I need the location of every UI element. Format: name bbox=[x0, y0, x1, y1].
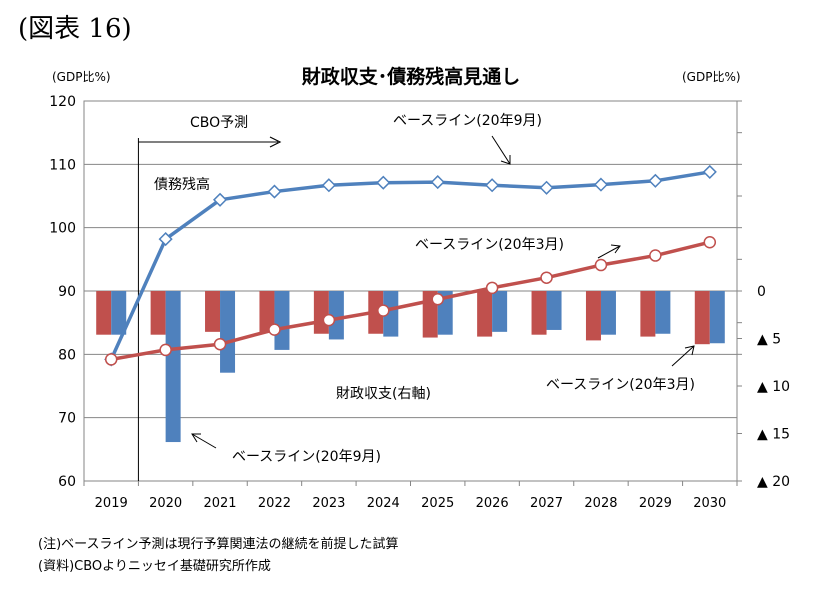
debt-marker-circle bbox=[431, 292, 444, 306]
x-tick-label: 2029 bbox=[639, 496, 672, 511]
debt-marker-circle bbox=[703, 235, 717, 249]
x-tick-label: 2021 bbox=[203, 496, 236, 511]
y-right-tick-label: ▲ 10 bbox=[757, 379, 790, 395]
y-left-tick-label: 110 bbox=[49, 157, 76, 173]
debt-marker-circle bbox=[540, 271, 553, 284]
debt-marker-circle bbox=[104, 353, 118, 366]
debt-marker-circle bbox=[485, 281, 499, 295]
debt-series-line bbox=[110, 240, 711, 362]
debt-series-line bbox=[109, 170, 711, 361]
left-axis-unit-label: (GDP比%) bbox=[52, 70, 111, 84]
balance-bar bbox=[383, 291, 399, 337]
annotation-balance: 財政収支(右軸) bbox=[336, 386, 431, 402]
y-left-tick-label: 80 bbox=[58, 347, 76, 363]
debt-marker-diamond bbox=[212, 192, 228, 207]
debt-marker-circle bbox=[159, 343, 172, 357]
annotation-arrow-head bbox=[500, 155, 511, 165]
balance-bar bbox=[585, 291, 601, 341]
x-tick-label: 2028 bbox=[584, 496, 617, 511]
chart-note: (注)ベースライン予測は現行予算関連法の継続を前提した試算 bbox=[38, 537, 399, 552]
annotation-arrow-head bbox=[684, 345, 695, 356]
annotation-arrow-head bbox=[610, 244, 621, 254]
debt-marker-diamond bbox=[648, 173, 663, 188]
balance-bar bbox=[150, 291, 166, 335]
annotation-arrow-head bbox=[191, 433, 201, 443]
y-right-tick-label: ▲ 20 bbox=[757, 474, 790, 490]
debt-marker-diamond bbox=[702, 164, 717, 179]
annotation-arrow bbox=[491, 135, 511, 165]
balance-bar bbox=[546, 291, 562, 330]
x-tick-label: 2027 bbox=[530, 496, 563, 511]
debt-marker-circle bbox=[322, 313, 336, 327]
y-left-tick-label: 120 bbox=[49, 94, 76, 110]
x-tick-label: 2026 bbox=[476, 496, 509, 511]
x-tick-label: 2020 bbox=[149, 496, 182, 511]
balance-bar bbox=[205, 291, 221, 332]
debt-marker-circle bbox=[268, 323, 281, 336]
y-left-tick-label: 60 bbox=[58, 474, 76, 490]
debt-marker-diamond bbox=[485, 178, 500, 193]
debt-marker-diamond bbox=[539, 180, 554, 195]
y-right-tick-label: ▲ 5 bbox=[757, 332, 781, 348]
annotation-debt-sep: ベースライン(20年9月) bbox=[393, 113, 542, 129]
balance-bar bbox=[709, 291, 725, 344]
chart-source: (資料)CBOよりニッセイ基礎研究所作成 bbox=[38, 559, 271, 574]
y-left-tick-label: 70 bbox=[58, 411, 76, 427]
annotation-debt: 債務残高 bbox=[154, 176, 210, 193]
x-tick-label: 2024 bbox=[367, 496, 400, 511]
annotation-cbo-forecast: CBO予測 bbox=[190, 115, 248, 131]
annotation-arrow bbox=[597, 245, 621, 259]
debt-marker-diamond bbox=[376, 175, 391, 190]
y-right-tick-label: ▲ 15 bbox=[757, 427, 790, 443]
x-tick-label: 2022 bbox=[258, 496, 291, 511]
figure-label: (図表 16) bbox=[18, 14, 132, 44]
balance-bar bbox=[328, 291, 344, 340]
debt-marker-diamond bbox=[321, 178, 336, 193]
annotation-bal-mar: ベースライン(20年3月) bbox=[546, 377, 695, 393]
balance-bar bbox=[531, 291, 547, 335]
chart-title: 財政収支･債務残高見通し bbox=[301, 66, 521, 88]
debt-marker-circle bbox=[594, 258, 608, 272]
debt-marker-circle bbox=[377, 304, 390, 317]
balance-bar bbox=[600, 291, 616, 335]
y-left-tick-label: 90 bbox=[58, 284, 76, 300]
forecast-arrow-head bbox=[269, 136, 282, 148]
annotation-debt-mar: ベースライン(20年3月) bbox=[415, 237, 564, 253]
balance-bar bbox=[655, 291, 671, 334]
right-axis-unit-label: (GDP比%) bbox=[682, 70, 741, 84]
balance-bar bbox=[694, 291, 710, 345]
balance-bar bbox=[313, 291, 329, 334]
annotation-arrow bbox=[671, 345, 695, 367]
x-tick-label: 2019 bbox=[95, 496, 128, 511]
balance-bar bbox=[640, 291, 656, 337]
balance-bar bbox=[220, 291, 236, 373]
y-right-tick-label: 0 bbox=[757, 284, 766, 300]
balance-bar bbox=[259, 291, 275, 333]
x-tick-label: 2023 bbox=[312, 496, 345, 511]
debt-marker-diamond bbox=[267, 184, 282, 199]
debt-marker-diamond bbox=[430, 175, 445, 190]
debt-marker-circle bbox=[649, 249, 662, 262]
debt-marker-diamond bbox=[158, 232, 173, 247]
balance-bar bbox=[477, 291, 493, 337]
balance-bar bbox=[492, 291, 508, 332]
x-tick-label: 2025 bbox=[421, 496, 454, 511]
balance-bar bbox=[165, 291, 181, 443]
annotation-arrow bbox=[191, 433, 217, 449]
annotation-bal-sep: ベースライン(20年9月) bbox=[232, 449, 381, 465]
balance-bar bbox=[96, 291, 112, 335]
debt-marker-circle bbox=[213, 337, 227, 351]
debt-marker-diamond bbox=[593, 177, 609, 192]
y-left-tick-label: 100 bbox=[49, 221, 76, 237]
x-tick-label: 2030 bbox=[693, 496, 726, 511]
balance-bar bbox=[274, 291, 290, 350]
balance-bar bbox=[111, 291, 127, 335]
